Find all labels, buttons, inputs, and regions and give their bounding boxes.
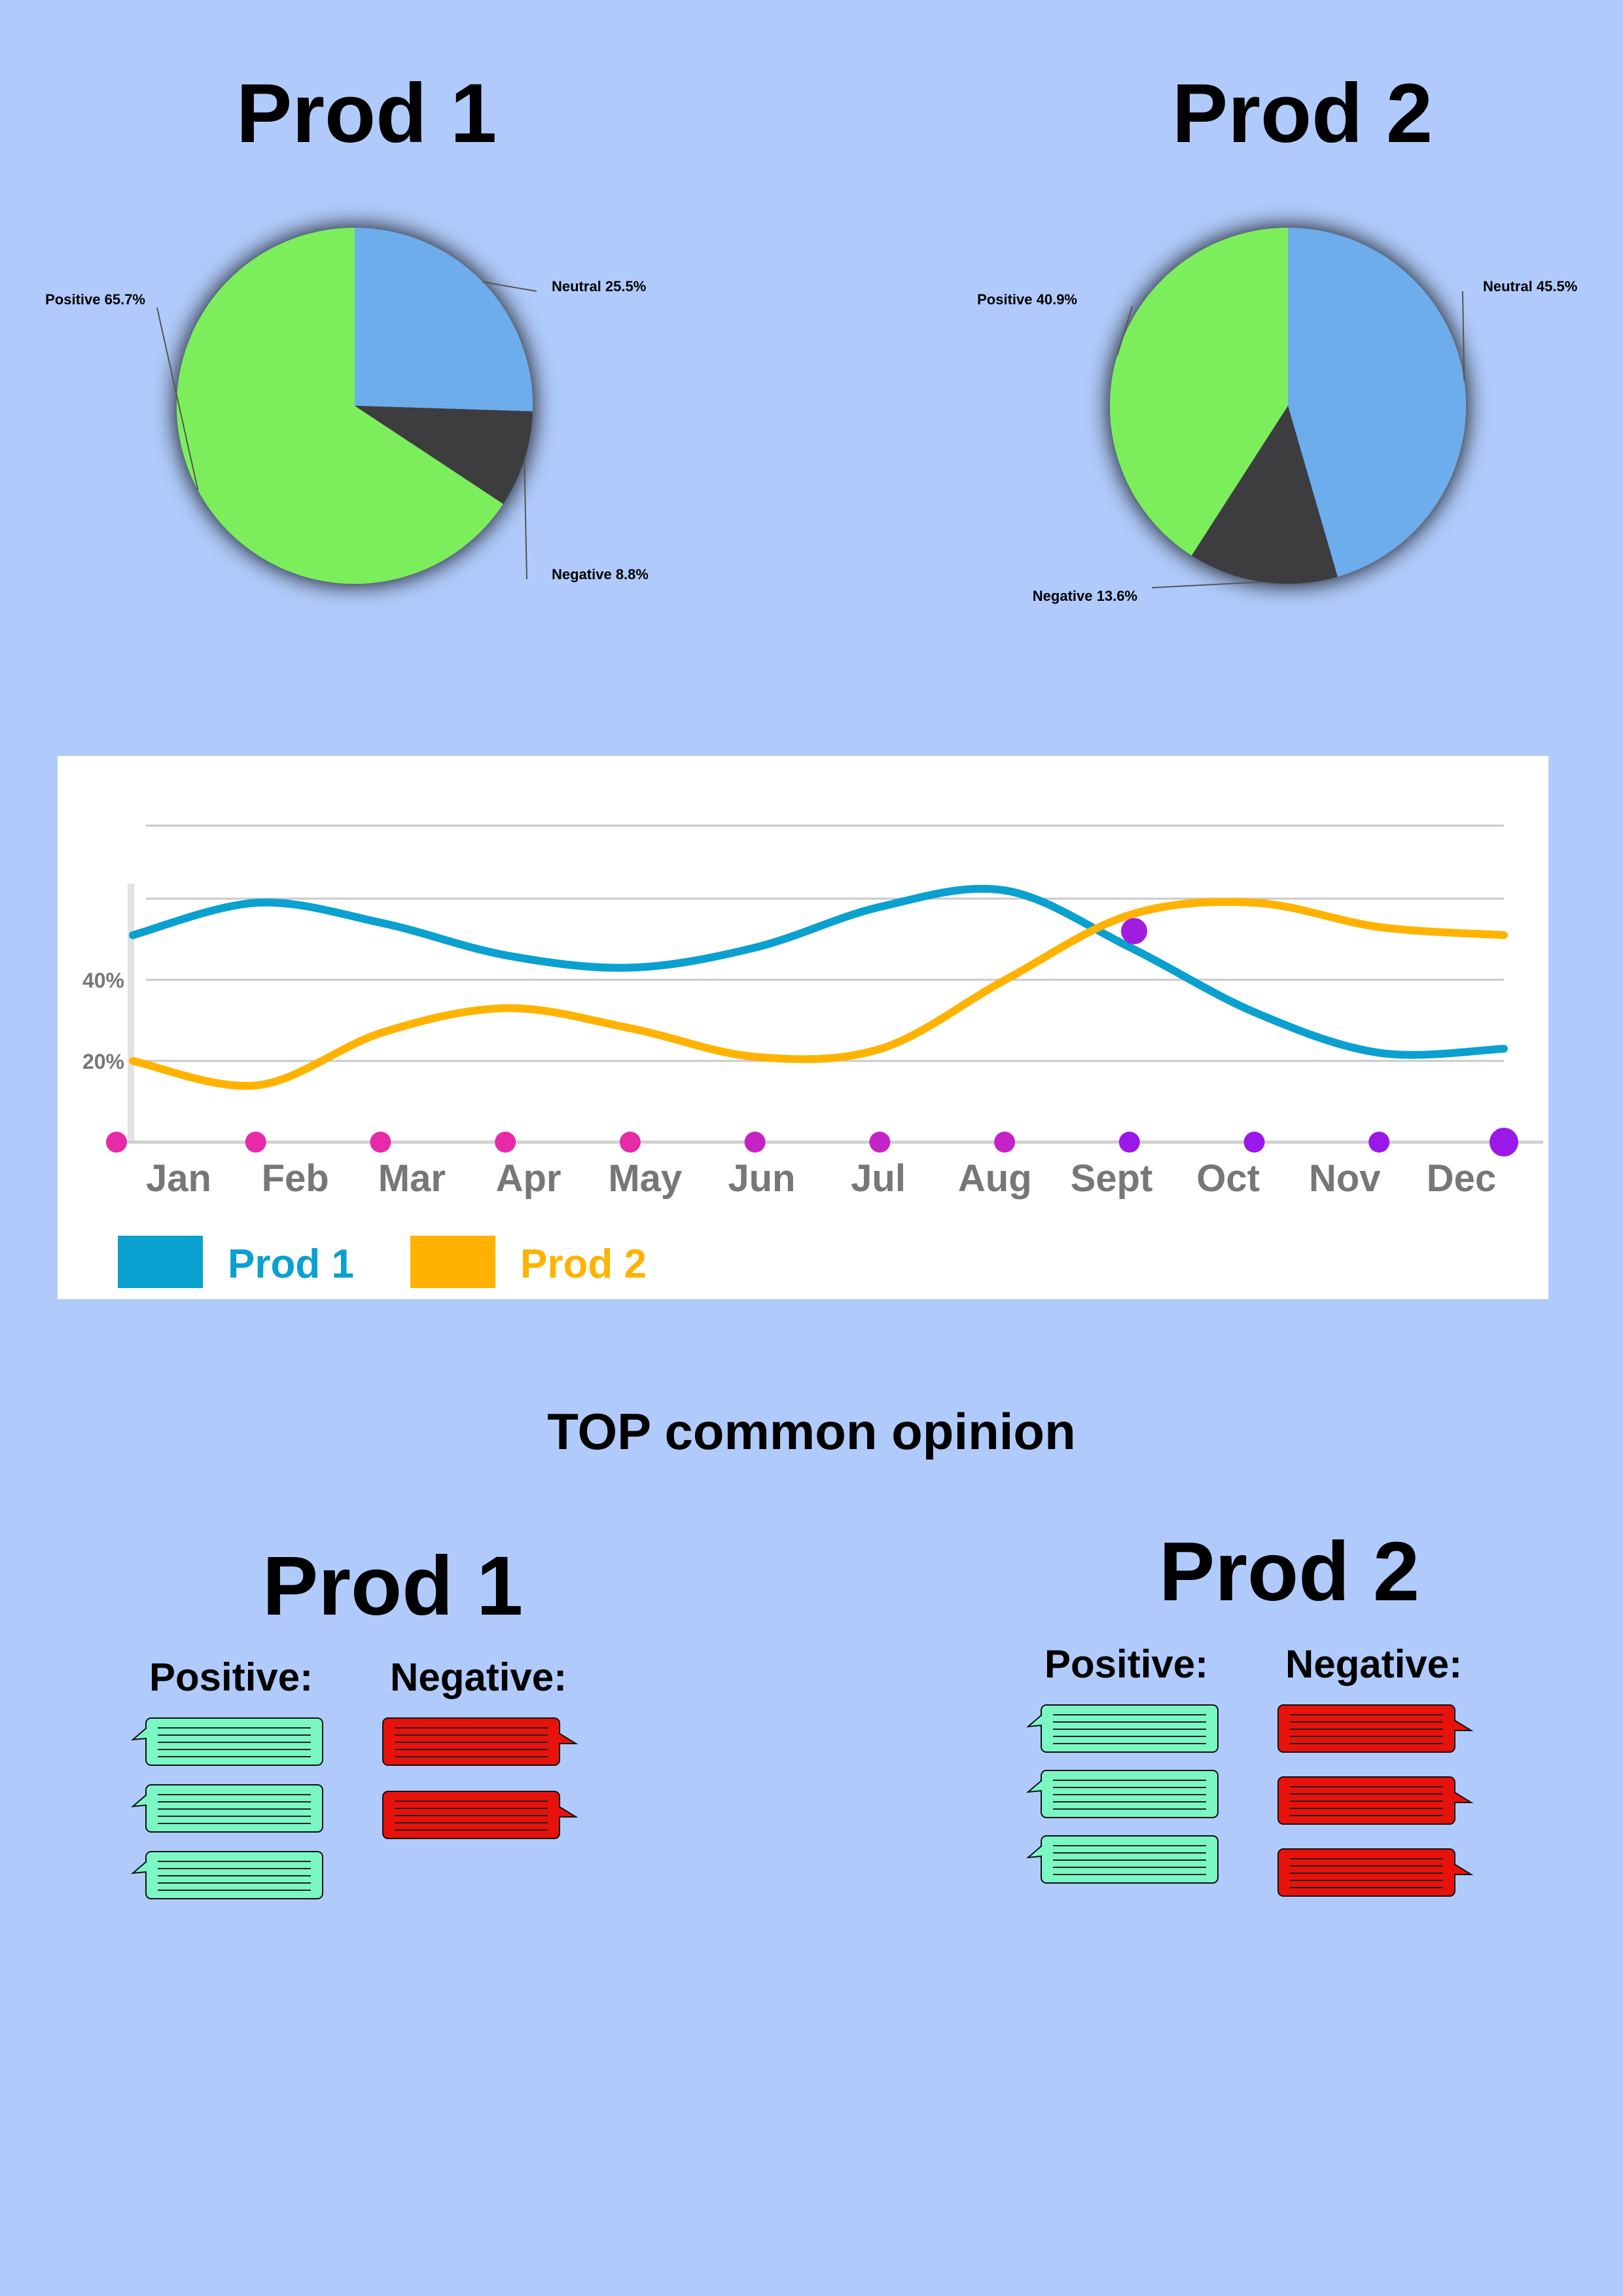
x-tick-label: Aug [958, 1157, 1032, 1200]
pie-slice-positive [176, 228, 503, 584]
crossing-marker [1121, 918, 1147, 944]
x-axis-dot [619, 1132, 641, 1153]
x-tick-label: Jun [728, 1157, 795, 1200]
pie-leader-line [1462, 291, 1465, 381]
x-tick-label: May [608, 1157, 682, 1200]
line-chart-panel: 20% 40% Jan Feb Mar Apr May Jun Jul Aug Sept Oct Nov… [58, 756, 1548, 1299]
opinion-title-prod1: Prod 1 [262, 1539, 524, 1633]
x-axis-dot [370, 1132, 391, 1153]
prod1-negative-label: Negative: [390, 1655, 567, 1699]
y-tick-label: 40% [82, 969, 124, 992]
x-tick-label: Mar [378, 1157, 446, 1200]
x-axis-dot [869, 1132, 891, 1153]
pie-chart-prod1: Neutral 25.5% Negative 8.8% Positive 65.7% [45, 228, 649, 584]
pie-slice-negative [1191, 406, 1338, 584]
pie-leader-line [524, 459, 527, 580]
pie-leader-line [156, 307, 199, 491]
pie-label-positive: Positive 40.9% [977, 291, 1077, 308]
positive-opinion-bubble [1026, 1835, 1219, 1884]
pie-leader-line [482, 281, 537, 292]
x-axis-dot [1118, 1132, 1140, 1153]
pie-leader-line [1151, 581, 1262, 588]
x-axis-dot [1489, 1128, 1518, 1157]
pie-label-neutral: Neutral 25.5% [552, 278, 646, 295]
x-axis-dot [1368, 1132, 1390, 1153]
pie-chart-prod2: Neutral 45.5% Negative 13.6% Positive 40.9… [977, 228, 1577, 604]
negative-opinion-bubble [1277, 1848, 1474, 1897]
positive-opinion-bubble [1026, 1770, 1219, 1818]
x-tick-label: Jul [851, 1157, 906, 1200]
legend-swatch [118, 1236, 203, 1288]
line-chart: 20% 40% Jan Feb Mar Apr May Jun Jul Aug Sept Oct Nov… [82, 824, 1543, 1288]
pie-slice-neutral [1288, 228, 1466, 577]
x-tick-label: Oct [1196, 1157, 1260, 1200]
positive-opinion-bubble [130, 1851, 323, 1899]
prod1-positive-label: Positive: [149, 1655, 313, 1699]
pie-label-negative: Negative 8.8% [552, 566, 649, 583]
x-tick-label: Feb [262, 1157, 329, 1200]
x-axis-dot [994, 1132, 1016, 1153]
pie-label-neutral: Neutral 45.5% [1483, 278, 1577, 295]
pie-slice-positive [1110, 228, 1288, 556]
pie-label-negative: Negative 13.6% [1033, 588, 1137, 604]
negative-opinion-bubble [1277, 1776, 1474, 1825]
negative-opinion-bubble [382, 1791, 579, 1839]
positive-opinion-bubble [1026, 1704, 1219, 1753]
legend-label: Prod 2 [520, 1242, 647, 1287]
positive-opinion-bubble [130, 1717, 323, 1766]
x-tick-label: Apr [496, 1157, 562, 1200]
negative-opinion-bubble [1277, 1704, 1474, 1753]
opinion-title-prod2: Prod 2 [1158, 1525, 1420, 1619]
opinion-heading: TOP common opinion [547, 1403, 1076, 1460]
x-tick-label: Dec [1427, 1157, 1496, 1200]
x-axis-dot [1243, 1132, 1265, 1153]
pie-slice-negative [355, 406, 533, 505]
legend-label: Prod 1 [228, 1242, 354, 1287]
x-axis-dot [245, 1132, 266, 1153]
series-line-1 [129, 884, 1508, 1059]
legend-swatch [410, 1236, 495, 1288]
x-axis-dot [744, 1132, 766, 1153]
x-tick-label: Sept [1071, 1157, 1153, 1200]
prod2-positive-label: Positive: [1044, 1642, 1209, 1686]
pie-slice-neutral [355, 228, 533, 412]
positive-opinion-bubble [130, 1784, 323, 1833]
x-tick-label: Nov [1309, 1157, 1381, 1200]
prod2-negative-label: Negative: [1285, 1642, 1463, 1686]
series-line-2 [129, 898, 1508, 1090]
pie-leader-line [1116, 306, 1133, 356]
pie-title-prod2: Prod 2 [1171, 67, 1433, 160]
pie-title-prod1: Prod 1 [236, 67, 497, 160]
x-tick-label: Jan [146, 1157, 211, 1200]
y-tick-label: 20% [82, 1050, 124, 1073]
x-axis-dot [106, 1132, 127, 1153]
x-axis-dot [495, 1132, 516, 1153]
negative-opinion-bubble [382, 1717, 579, 1766]
pie-label-positive: Positive 65.7% [45, 291, 145, 308]
